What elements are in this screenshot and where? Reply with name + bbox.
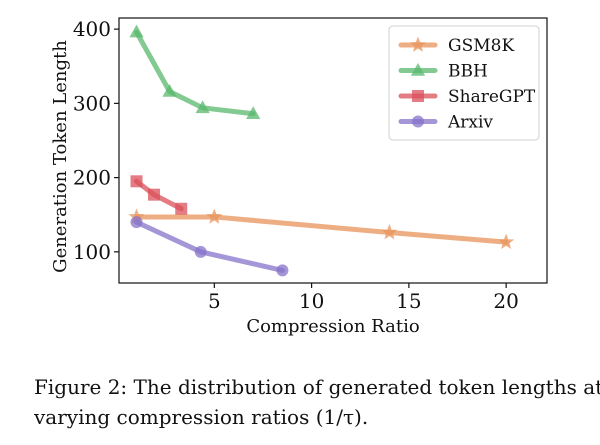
x-axis-label: Compression Ratio: [246, 316, 419, 337]
legend-swatch-marker: [410, 63, 426, 76]
data-point: [195, 100, 210, 114]
series-sharegpt: [130, 175, 188, 215]
data-point: [162, 83, 177, 97]
x-tick-label: 5: [208, 289, 221, 313]
legend-entry: BBH: [398, 62, 488, 82]
caption-line-2: varying compression ratios (1/τ).: [34, 405, 369, 429]
data-point: [276, 264, 289, 277]
y-tick-label: 300: [73, 91, 111, 115]
y-axis-label: Generation Token Length: [50, 40, 71, 273]
data-point: [148, 188, 161, 201]
legend-swatch-marker: [409, 36, 427, 52]
axis-ticks: 5 10 15 20 100 200 300 400: [73, 17, 519, 313]
data-point: [206, 208, 223, 224]
legend-entry: ShareGPT: [398, 87, 536, 107]
legend-entry: GSM8K: [398, 36, 514, 56]
x-tick-label: 15: [396, 289, 421, 313]
series-arxiv: [130, 216, 289, 277]
data-point: [246, 106, 261, 120]
x-tick-label: 20: [493, 289, 518, 313]
plot-area: [128, 24, 515, 277]
series-line: [134, 219, 285, 273]
x-tick-label: 10: [299, 289, 324, 313]
legend-label: Arxiv: [447, 113, 493, 133]
series-line: [134, 214, 509, 245]
data-point: [381, 224, 398, 240]
legend: GSM8K BBH ShareGPT Arxiv: [388, 25, 540, 141]
legend-label: BBH: [448, 62, 488, 82]
legend-swatch-marker: [412, 90, 424, 102]
data-point: [498, 233, 515, 250]
legend-box: [388, 25, 540, 141]
data-point: [128, 208, 145, 224]
series-line: [134, 29, 256, 117]
series-gsm8k: [128, 208, 515, 250]
caption-line-1: Figure 2: The distribution of generated …: [34, 375, 600, 399]
figure-caption: Figure 2: The distribution of generated …: [34, 372, 600, 432]
series-bbh: [129, 24, 261, 120]
data-point: [175, 202, 188, 215]
legend-entry: Arxiv: [398, 113, 493, 133]
y-tick-label: 400: [73, 17, 111, 41]
plot-frame: [118, 17, 548, 284]
data-point: [130, 216, 143, 229]
data-point: [130, 175, 143, 188]
legend-label: GSM8K: [448, 36, 514, 56]
y-tick-label: 200: [73, 166, 111, 190]
y-tick-label: 100: [73, 240, 111, 264]
data-point: [194, 245, 207, 258]
chart: 5 10 15 20 100 200 300 400 Compression Ratio Ge…: [50, 17, 548, 337]
legend-label: ShareGPT: [448, 87, 536, 107]
data-point: [129, 24, 144, 38]
legend-swatch-marker: [412, 115, 424, 128]
